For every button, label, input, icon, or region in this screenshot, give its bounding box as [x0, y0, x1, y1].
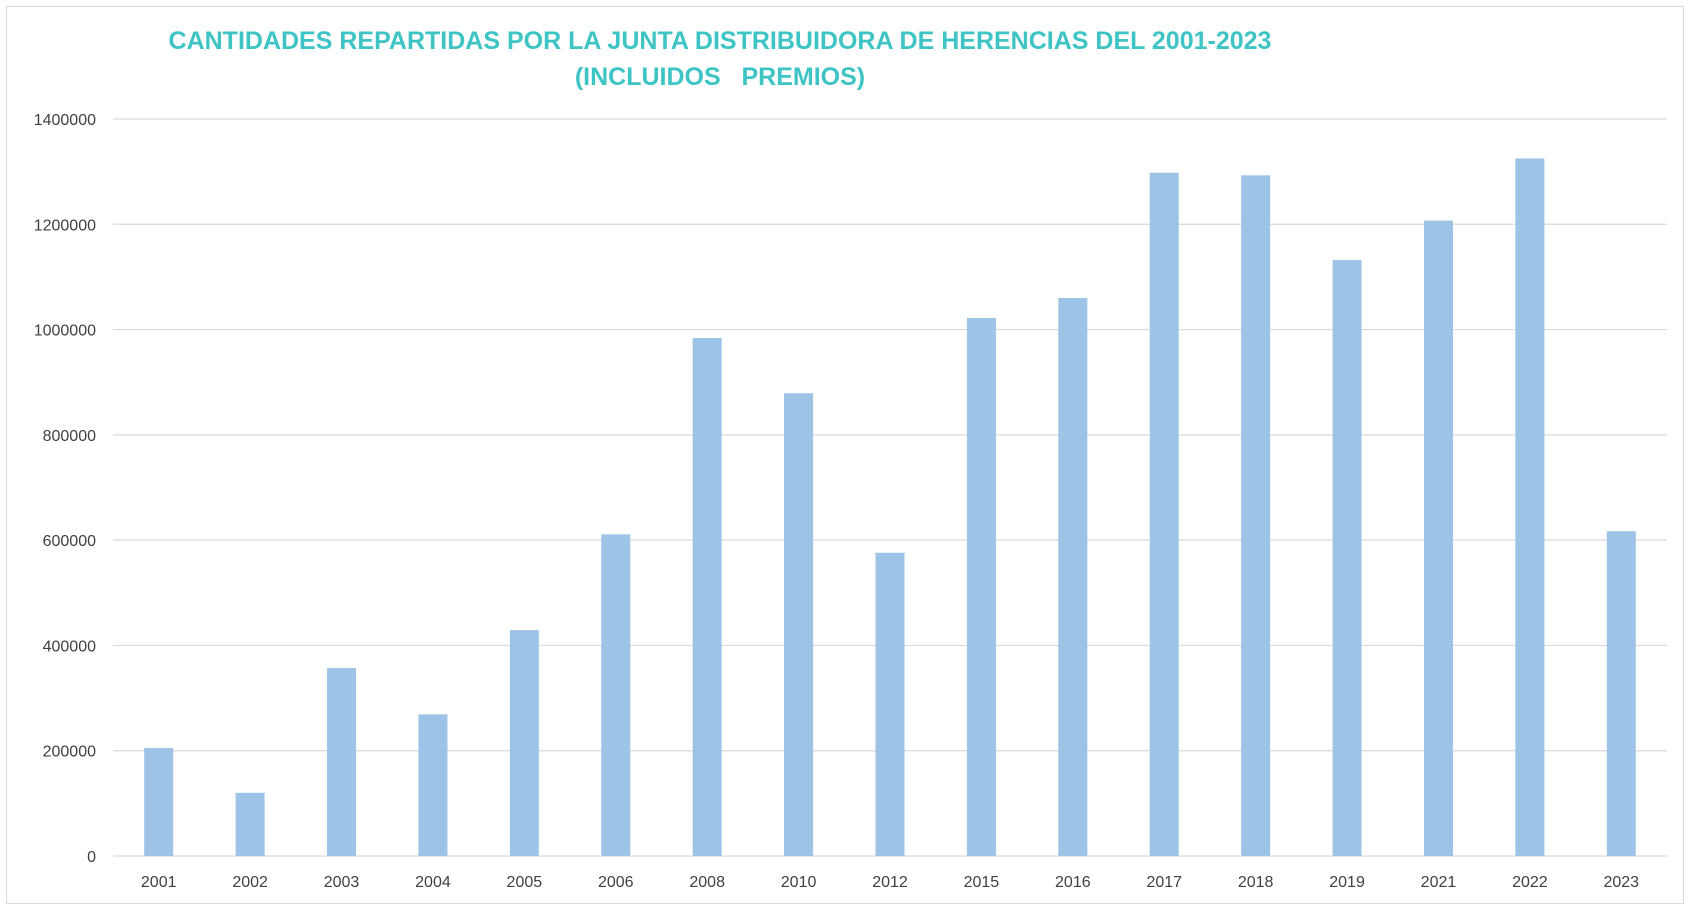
y-axis-labels: 0 200000 400000 600000 800000 1000000 1200000 1…	[34, 112, 96, 866]
bar-2015	[966, 317, 996, 856]
x-tick-label: 2019	[1329, 874, 1365, 891]
y-tick-label: 0	[87, 849, 96, 866]
y-tick-label: 600000	[43, 533, 96, 550]
x-tick-label: 2023	[1603, 874, 1639, 891]
x-tick-label: 2005	[507, 874, 543, 891]
x-tick-label: 2001	[141, 874, 177, 891]
x-tick-label: 2017	[1146, 874, 1182, 891]
x-tick-label: 2018	[1238, 874, 1274, 891]
bar-2022	[1515, 158, 1545, 856]
x-tick-label: 2016	[1055, 874, 1091, 891]
bar-2016	[1058, 297, 1088, 856]
y-tick-label: 1000000	[34, 323, 96, 340]
chart-subtitle: (INCLUIDOS PREMIOS)	[574, 63, 866, 91]
bar-2023	[1606, 531, 1636, 856]
x-tick-label: 2010	[781, 874, 817, 891]
y-tick-label: 1200000	[34, 217, 96, 234]
y-tick-label: 200000	[43, 744, 96, 761]
bars	[144, 158, 1636, 857]
bar-2010	[784, 393, 814, 856]
x-tick-label: 2008	[689, 874, 725, 891]
x-tick-label: 2006	[598, 874, 634, 891]
bar-2018	[1241, 175, 1271, 856]
bar-2005	[509, 630, 539, 856]
bar-2006	[601, 534, 631, 856]
x-tick-label: 2012	[872, 874, 908, 891]
bar-2002	[235, 792, 265, 856]
x-tick-label: 2004	[415, 874, 451, 891]
bar-2004	[418, 714, 448, 856]
bar-2001	[144, 748, 174, 856]
x-tick-label: 2003	[324, 874, 360, 891]
bar-2021	[1423, 220, 1453, 856]
bar-2008	[692, 337, 722, 857]
x-tick-label: 2015	[964, 874, 1000, 891]
y-tick-label: 800000	[43, 428, 96, 445]
x-tick-label: 2021	[1421, 874, 1457, 891]
x-tick-label: 2022	[1512, 874, 1548, 891]
x-axis-labels: 2001 2002 2003 2004 2005 2006 2008 2010 2012 2015…	[141, 874, 1639, 891]
x-tick-label: 2002	[232, 874, 268, 891]
chart-title: CANTIDADES REPARTIDAS POR LA JUNTA DISTR…	[168, 27, 1272, 55]
bar-2012	[875, 552, 905, 856]
chart-frame	[6, 6, 1684, 904]
y-tick-label: 400000	[43, 638, 96, 655]
y-tick-label: 1400000	[34, 112, 96, 129]
bar-2017	[1149, 172, 1179, 857]
bar-2003	[327, 668, 357, 856]
bar-2019	[1332, 260, 1362, 856]
